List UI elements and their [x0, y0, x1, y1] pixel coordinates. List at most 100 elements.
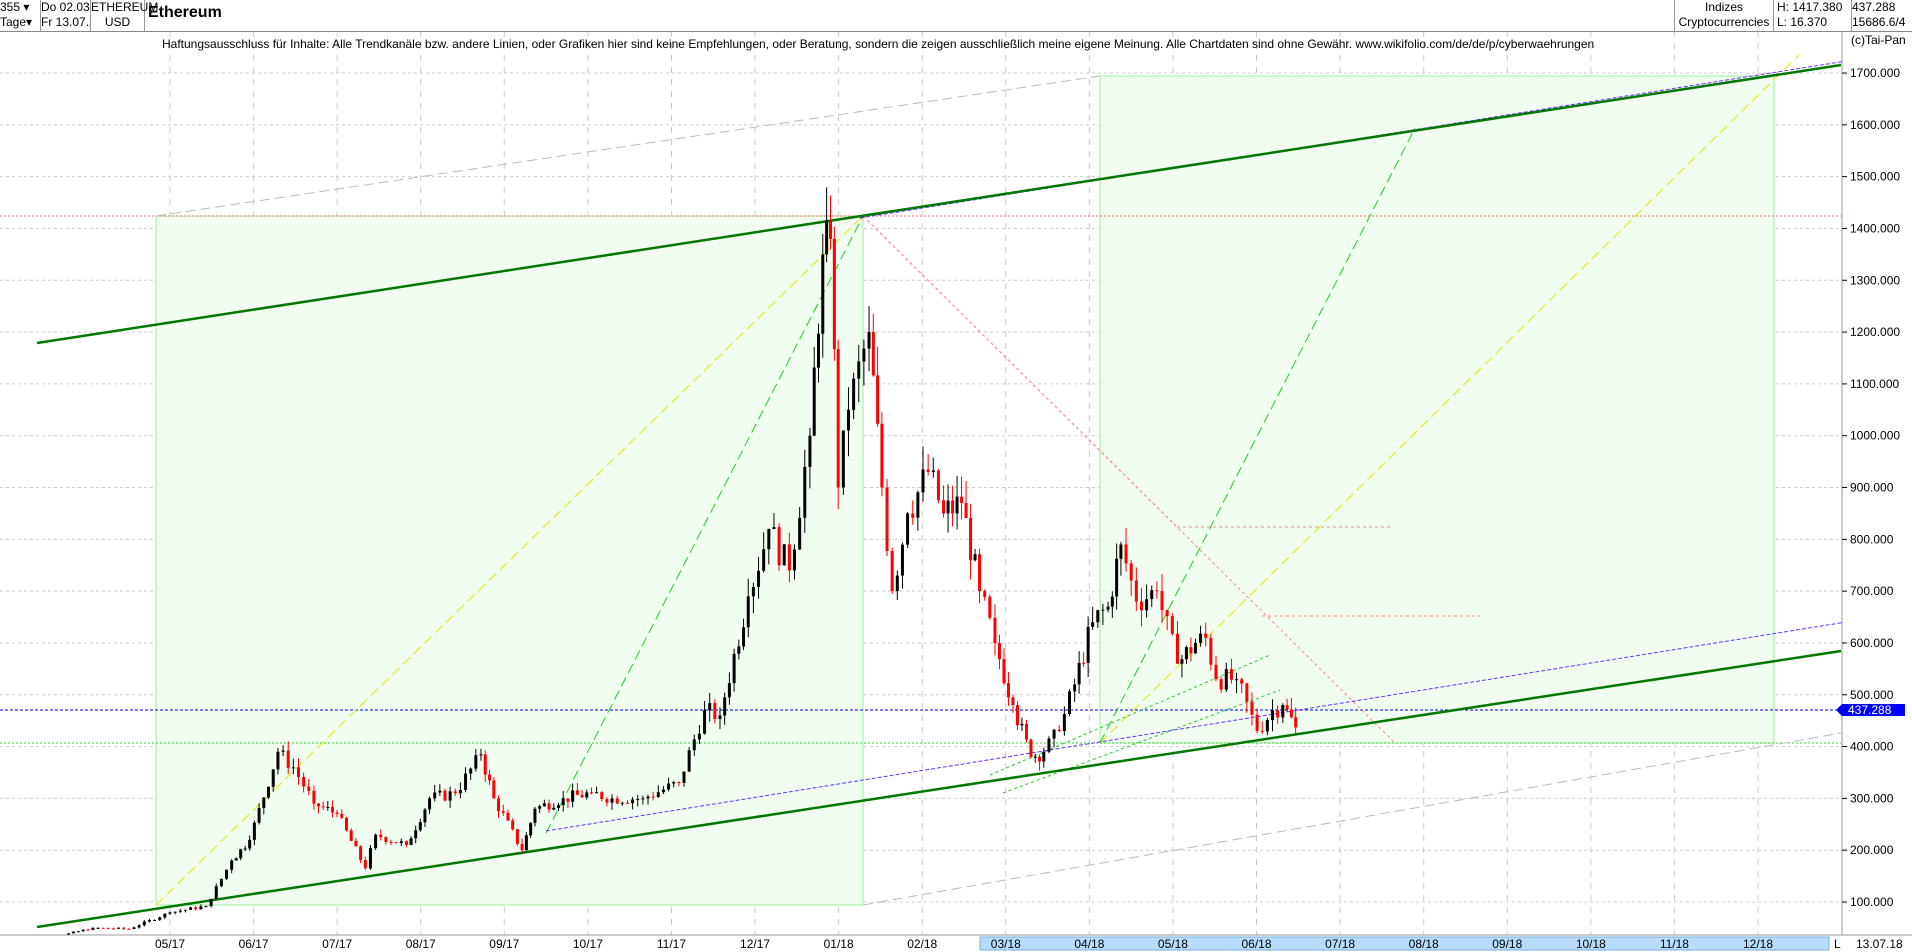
- candle: [194, 905, 198, 911]
- candle: [936, 468, 940, 504]
- visible-range-scrollbar[interactable]: [979, 936, 1830, 951]
- candle-body: [117, 927, 121, 929]
- candle-body: [1289, 709, 1293, 718]
- candle: [651, 791, 655, 801]
- y-tick-label: 1400.000: [1850, 221, 1900, 235]
- candle: [542, 799, 546, 807]
- candle: [1129, 559, 1133, 597]
- period-count-dropdown[interactable]: 355 ▾: [0, 0, 30, 14]
- candle-body: [1006, 683, 1010, 698]
- candle: [978, 548, 982, 604]
- candle: [1020, 717, 1024, 732]
- candle: [803, 449, 807, 533]
- candle-body: [1115, 558, 1119, 597]
- x-tick-label: 01/18: [824, 937, 854, 951]
- candle: [506, 809, 510, 822]
- candle-body: [267, 786, 271, 798]
- candle-body: [132, 927, 136, 929]
- candle: [713, 699, 717, 724]
- candle-body: [708, 703, 712, 711]
- candle: [183, 909, 187, 913]
- candle-body: [1024, 723, 1028, 740]
- candle-body: [209, 898, 213, 907]
- candle: [703, 700, 707, 735]
- candle: [1047, 736, 1051, 754]
- candle: [86, 928, 90, 931]
- candle-body: [1101, 609, 1105, 611]
- candle: [344, 816, 348, 832]
- y-tick-label: 900.000: [1850, 481, 1894, 495]
- candle: [1096, 609, 1100, 628]
- candle: [862, 339, 866, 386]
- candle: [1033, 754, 1037, 763]
- candle-body: [571, 790, 575, 802]
- candle: [448, 786, 452, 808]
- candle-body: [1235, 679, 1239, 681]
- x-tick-label: 12/18: [1743, 937, 1773, 951]
- candle: [1038, 754, 1042, 771]
- candle-body: [276, 751, 280, 770]
- candle-body: [394, 842, 398, 844]
- disclaimer: Haftungsausschluss für Inhalte: Alle Tre…: [162, 37, 1595, 51]
- candle: [876, 346, 880, 427]
- candle-body: [1245, 683, 1249, 702]
- x-tick-label: 09/17: [489, 937, 519, 951]
- candle: [946, 484, 950, 533]
- candle-body: [600, 792, 604, 800]
- candle: [91, 927, 95, 931]
- candle-body: [122, 927, 126, 929]
- candle: [812, 346, 816, 437]
- candle: [911, 500, 915, 525]
- period-selector[interactable]: 355 ▾ Tage▾: [0, 0, 41, 31]
- candle-body: [1170, 616, 1174, 634]
- candle-body: [978, 554, 982, 592]
- candle-body: [1209, 637, 1213, 665]
- candle-body: [876, 375, 880, 424]
- candle: [163, 913, 167, 920]
- scroll-marker[interactable]: L: [1834, 937, 1841, 951]
- candle: [737, 639, 741, 660]
- y-tick-label: 100.000: [1850, 895, 1894, 909]
- candle: [906, 511, 910, 548]
- candle: [708, 693, 712, 722]
- y-tick-label: 1300.000: [1850, 273, 1900, 287]
- candle-body: [443, 790, 447, 801]
- candle-body: [67, 933, 71, 936]
- period-unit-dropdown[interactable]: Tage▾: [0, 15, 33, 29]
- candle-body: [354, 840, 358, 847]
- x-tick-label: 03/18: [991, 937, 1021, 951]
- candle-body: [458, 790, 462, 794]
- candle-body: [1160, 591, 1164, 611]
- candle: [1139, 587, 1143, 627]
- date-range[interactable]: Do 02.03.2017 Fr 13.07.2018: [41, 0, 91, 31]
- candle-body: [605, 799, 609, 803]
- candle: [354, 837, 358, 847]
- candle: [900, 542, 904, 589]
- candle: [1180, 654, 1184, 678]
- candle: [836, 339, 840, 510]
- candle: [1082, 652, 1086, 667]
- candle-body: [1015, 705, 1019, 726]
- candle: [885, 479, 889, 557]
- candle: [142, 920, 146, 927]
- candle-body: [225, 869, 229, 879]
- candle: [76, 930, 80, 933]
- candle: [687, 746, 691, 772]
- candle: [921, 446, 925, 502]
- candle: [1011, 694, 1015, 713]
- candle: [828, 195, 832, 250]
- candle: [199, 904, 203, 910]
- candle-body: [183, 909, 187, 911]
- price-axis-bg: [1842, 31, 1912, 935]
- candle: [257, 803, 261, 825]
- candle-body: [438, 790, 442, 793]
- candle-body: [561, 798, 565, 806]
- candle-body: [625, 802, 629, 804]
- candle-body: [767, 528, 771, 550]
- candle-body: [636, 798, 640, 800]
- y-tick-label: 600.000: [1850, 636, 1894, 650]
- candle-body: [91, 927, 95, 930]
- candle: [1294, 707, 1298, 735]
- candle: [384, 836, 388, 845]
